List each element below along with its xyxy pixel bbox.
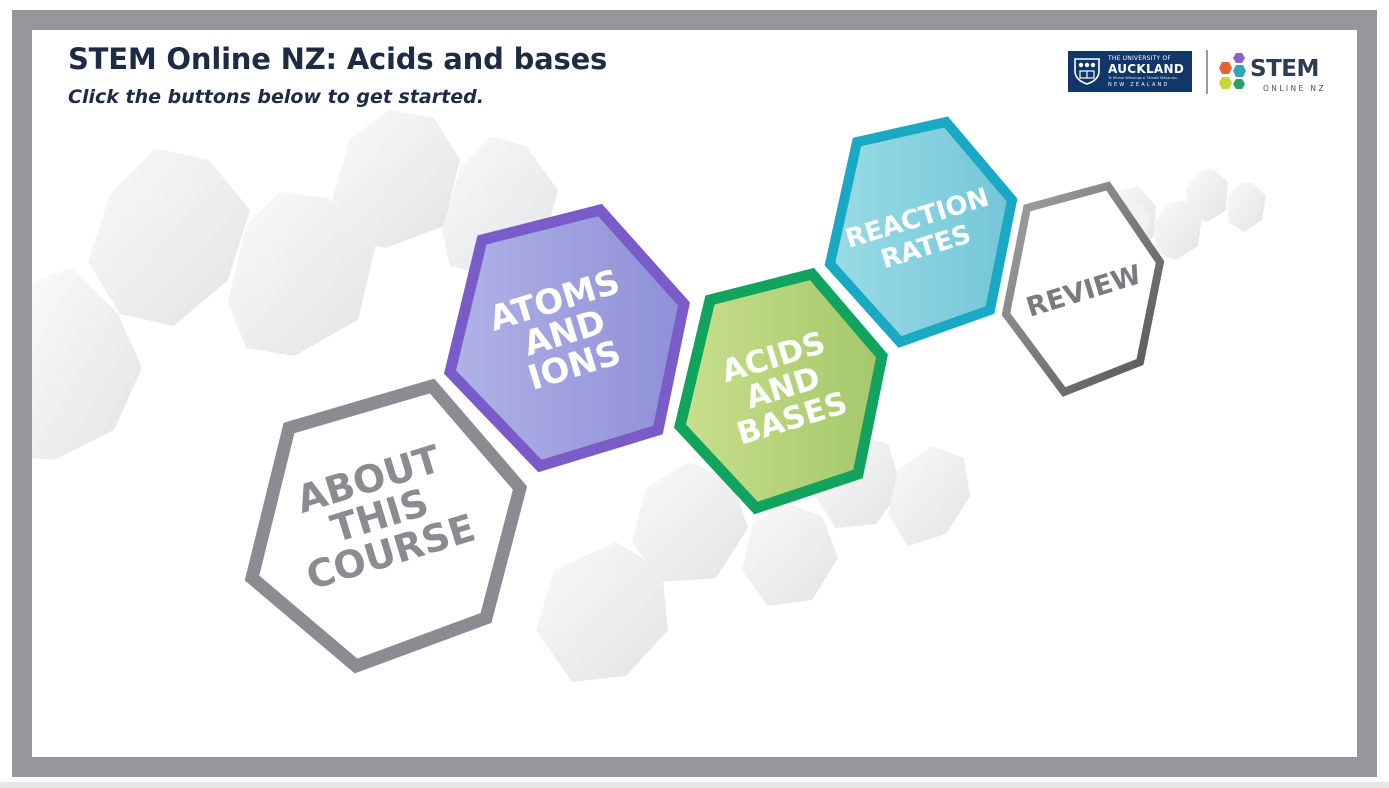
stem-wordmark: STEM — [1250, 56, 1319, 82]
reaction-rates-button[interactable]: REACTION RATES — [824, 116, 1018, 348]
about-this-course-button[interactable]: ABOUT THIS COURSE — [244, 378, 528, 674]
review-button[interactable]: REVIEW — [1001, 181, 1165, 397]
uoa-line-3: Te Whare Wānanga o Tāmaki Makaurau — [1108, 76, 1178, 80]
hexagon-layer: ABOUT THIS COURSE ATOMS AND IONS ACIDS — [32, 110, 1266, 682]
about-hex-shape — [244, 378, 528, 674]
review-hex-shape — [1001, 181, 1165, 397]
stem-hexagons-icon — [1219, 53, 1246, 89]
stem-online-logo: STEM ONLINE NZ — [1212, 49, 1327, 97]
bg-hex — [228, 192, 376, 356]
bg-hex — [88, 148, 250, 326]
uoa-line-1: THE UNIVERSITY OF — [1108, 55, 1171, 62]
uoa-line-4: NEW ZEALAND — [1108, 82, 1170, 88]
atoms-and-ions-button[interactable]: ATOMS AND IONS — [443, 203, 690, 473]
background-hexagons — [32, 110, 1266, 682]
bg-hex — [332, 110, 460, 248]
crest-icon — [1074, 58, 1100, 85]
page-title: STEM Online NZ: Acids and bases — [68, 42, 608, 76]
university-logo: THE UNIVERSITY OF AUCKLAND Te Whare Wāna… — [1068, 51, 1192, 92]
bg-hex — [1186, 168, 1228, 222]
bg-hex — [742, 502, 838, 606]
logo-divider — [1206, 50, 1208, 94]
page-subtitle: Click the buttons below to get started. — [68, 86, 484, 108]
acids-hex-shape — [673, 267, 888, 515]
bg-hex — [1154, 200, 1202, 260]
bg-hex — [888, 446, 970, 546]
stem-subtitle: ONLINE NZ — [1263, 84, 1326, 93]
acids-and-bases-button[interactable]: ACIDS AND BASES — [673, 267, 888, 515]
slide-stage: ABOUT THIS COURSE ATOMS AND IONS ACIDS — [32, 30, 1357, 757]
uoa-line-2: AUCKLAND — [1108, 62, 1185, 76]
bottom-strip — [0, 782, 1389, 788]
bg-hex — [536, 542, 668, 682]
reaction-hex-shape — [824, 116, 1018, 348]
bg-hex — [32, 268, 142, 460]
bg-hex — [1228, 182, 1266, 232]
bg-hex — [632, 462, 748, 582]
atoms-hex-shape — [443, 203, 690, 473]
